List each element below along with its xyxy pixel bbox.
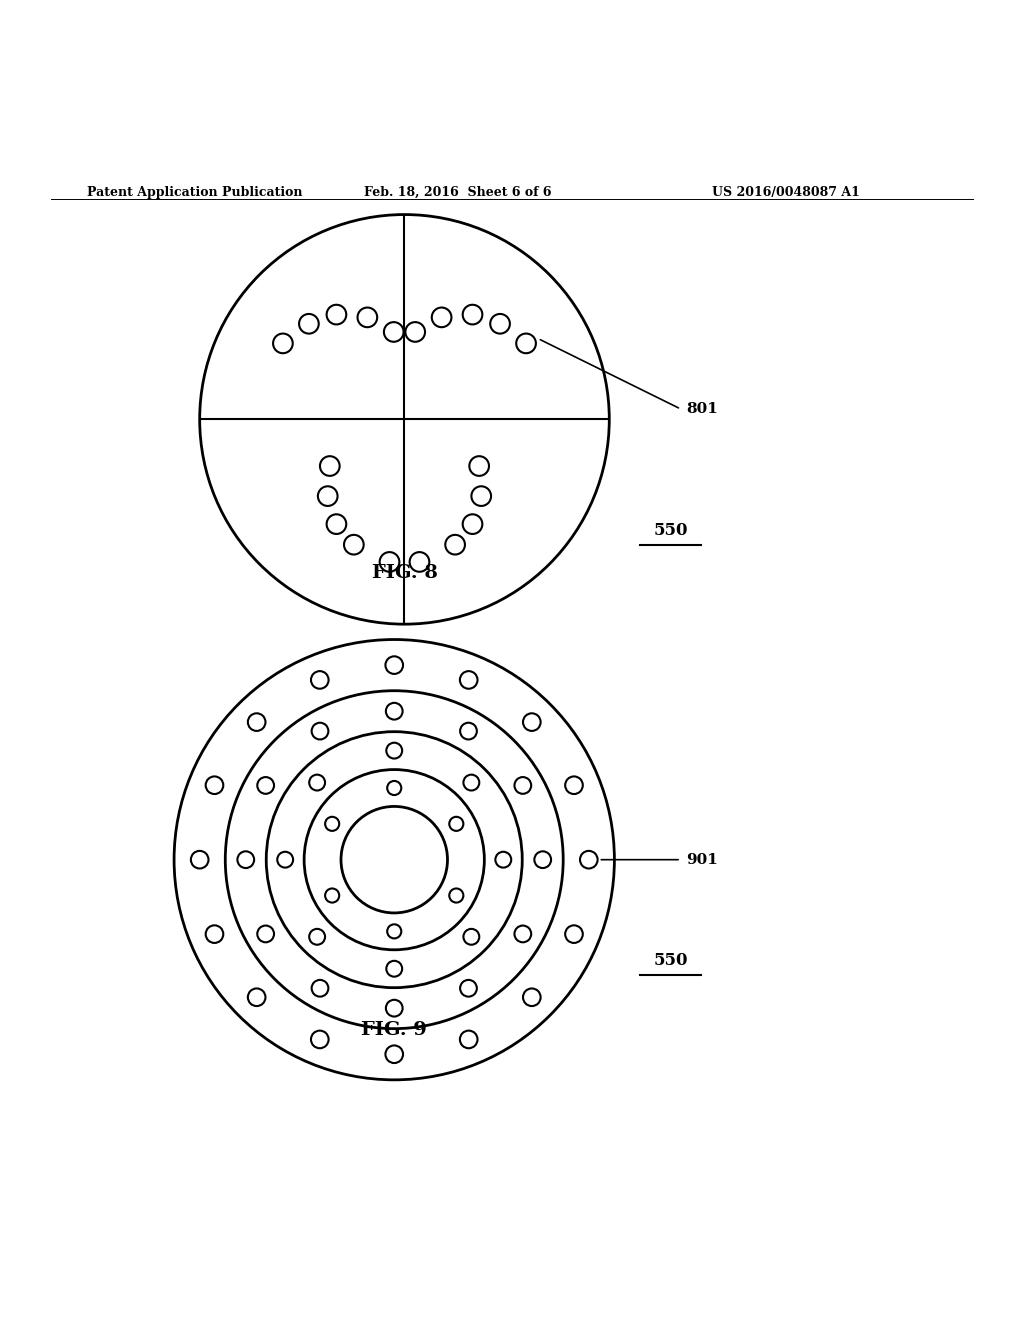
Text: US 2016/0048087 A1: US 2016/0048087 A1 <box>712 186 859 199</box>
Text: FIG. 9: FIG. 9 <box>361 1022 427 1039</box>
Text: FIG. 8: FIG. 8 <box>372 564 437 582</box>
Text: Feb. 18, 2016  Sheet 6 of 6: Feb. 18, 2016 Sheet 6 of 6 <box>364 186 551 199</box>
Text: 550: 550 <box>653 523 688 539</box>
Text: 550: 550 <box>653 952 688 969</box>
Text: Patent Application Publication: Patent Application Publication <box>87 186 302 199</box>
Text: 901: 901 <box>686 853 718 867</box>
Text: 801: 801 <box>686 403 718 416</box>
